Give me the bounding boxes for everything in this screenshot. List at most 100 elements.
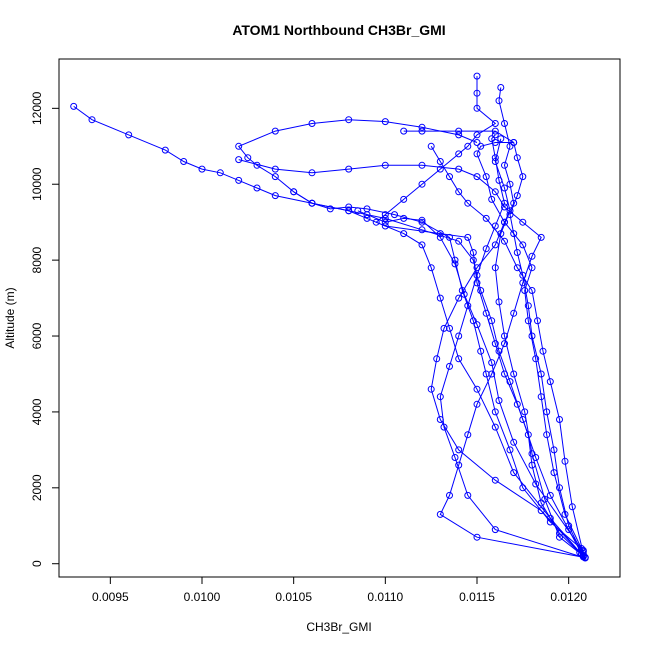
data-point [460, 290, 468, 298]
data-point [501, 120, 508, 127]
data-point [455, 165, 463, 173]
data-point [501, 199, 508, 207]
data-point [519, 218, 527, 226]
data-point [495, 347, 503, 355]
data-point [473, 271, 481, 279]
data-point [561, 457, 569, 465]
data-point [290, 188, 298, 196]
data-point [372, 218, 380, 226]
data-point [455, 355, 463, 363]
data-point [235, 176, 243, 184]
y-axis-label: Altitude (m) [3, 287, 17, 348]
data-point [534, 317, 541, 325]
data-point [88, 116, 96, 124]
data-point [427, 385, 435, 393]
data-point [381, 118, 389, 126]
data-point [497, 135, 505, 143]
data-point [521, 408, 529, 416]
data-point [418, 216, 426, 224]
data-point [381, 222, 389, 230]
data-point [308, 199, 316, 207]
data-point [363, 211, 371, 219]
data-point [381, 214, 389, 222]
data-point [528, 252, 536, 260]
series-11 [491, 135, 589, 561]
data-point [528, 450, 536, 458]
x-tick-label: 0.0095 [92, 590, 129, 604]
data-point [271, 165, 279, 173]
data-point [556, 533, 563, 541]
series-7 [473, 139, 585, 552]
data-point [491, 188, 499, 196]
y-tick-label: 2000 [30, 474, 44, 501]
data-point [510, 370, 518, 378]
data-point [491, 158, 499, 165]
data-point [473, 131, 481, 139]
x-axis: 0.0095 0.0100 0.0105 0.0110 0.0115 0.0120 [92, 576, 587, 604]
data-point [345, 207, 353, 215]
data-point [561, 510, 569, 518]
y-tick-label: 0 [30, 560, 44, 567]
series-line [430, 87, 581, 553]
data-point [546, 378, 554, 386]
data-point [440, 423, 448, 431]
series-10 [354, 207, 587, 556]
data-point [345, 165, 353, 173]
data-point [473, 150, 481, 158]
data-point [491, 241, 499, 249]
data-point [455, 237, 463, 245]
data-point [510, 309, 518, 317]
chart-title: ATOM1 Northbound CH3Br_GMI [232, 22, 445, 38]
data-point [455, 127, 463, 135]
data-point [497, 230, 505, 238]
data-point [491, 340, 499, 348]
data-point [488, 195, 496, 203]
y-tick-label: 8000 [30, 246, 44, 273]
data-point [436, 393, 444, 401]
data-point [495, 298, 503, 306]
y-tick-label: 12000 [30, 91, 44, 125]
data-point [455, 188, 463, 196]
data-point [501, 332, 508, 340]
data-point [464, 491, 472, 499]
data-point [455, 150, 463, 158]
data-point [519, 484, 527, 492]
data-point [568, 503, 576, 511]
data-point [506, 142, 514, 150]
series-line [403, 130, 584, 556]
y-tick-label: 6000 [30, 322, 44, 349]
data-point [469, 249, 477, 256]
data-point [418, 218, 426, 226]
data-point [418, 226, 426, 234]
data-point [491, 264, 499, 272]
series-line [439, 134, 586, 559]
data-point [528, 287, 536, 294]
data-point [543, 431, 551, 439]
data-point [537, 233, 545, 241]
data-point [581, 553, 589, 561]
data-point [436, 158, 444, 165]
data-point [271, 173, 279, 181]
data-point [125, 131, 133, 139]
series-9 [427, 142, 587, 557]
data-point [473, 104, 481, 112]
data-point [513, 249, 521, 256]
data-point [482, 214, 490, 222]
data-point [556, 416, 563, 423]
series-line [237, 119, 584, 558]
data-point [550, 469, 558, 477]
data-point [473, 139, 481, 146]
data-point [418, 241, 426, 249]
data-point [546, 491, 554, 499]
data-point [491, 131, 499, 139]
data-point [244, 154, 252, 162]
data-point [524, 302, 532, 310]
data-point [326, 205, 334, 213]
data-point [400, 214, 408, 222]
data-point [418, 127, 426, 135]
data-point [541, 495, 549, 503]
data-point [198, 165, 206, 173]
data-point [491, 120, 499, 127]
data-point [482, 370, 490, 378]
